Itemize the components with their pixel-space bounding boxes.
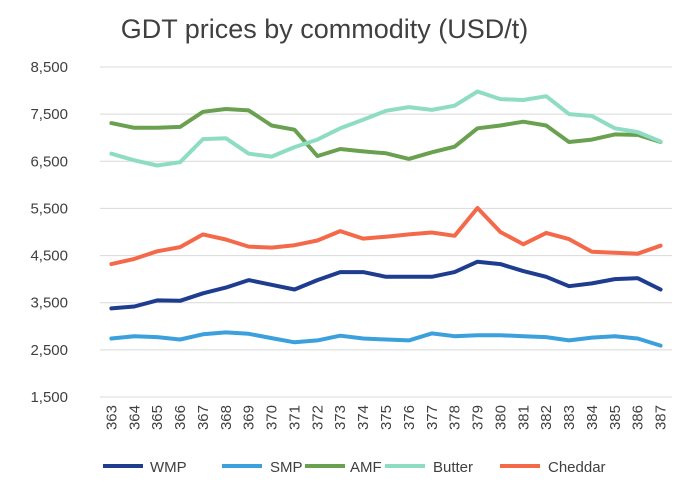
x-tick-label: 386	[630, 405, 647, 430]
x-tick-label: 372	[309, 405, 326, 430]
x-tick-label: 373	[332, 405, 349, 430]
x-tick-label: 370	[264, 405, 281, 430]
x-tick-label: 376	[401, 405, 418, 430]
series-line-amf	[109, 107, 663, 161]
x-tick-label: 377	[424, 405, 441, 430]
series-line-butter	[109, 89, 663, 168]
y-tick-label: 7,500	[30, 106, 68, 123]
x-tick-label: 367	[195, 405, 212, 430]
y-axis-ticks: 1,500 2,500 3,500 4,500 5,500 6,500 7,500 8,500	[30, 59, 68, 406]
x-tick-label: 387	[653, 405, 670, 430]
legend-label-cheddar: Cheddar	[548, 459, 606, 476]
series-lines	[109, 89, 663, 348]
y-tick-label: 2,500	[30, 342, 68, 359]
legend-label-butter: Butter	[433, 459, 473, 476]
legend-label-amf: AMF	[350, 459, 382, 476]
x-tick-label: 379	[470, 405, 487, 430]
y-tick-label: 3,500	[30, 295, 68, 312]
x-axis-ticks: 363 364 365 366 367 368 369 370 371 372 373 374 375 3…	[103, 405, 669, 430]
legend-label-smp: SMP	[270, 459, 303, 476]
x-tick-label: 380	[492, 405, 509, 430]
x-tick-label: 374	[355, 405, 372, 430]
x-tick-label: 385	[607, 405, 624, 430]
series-line-cheddar	[109, 206, 663, 267]
x-tick-label: 371	[286, 405, 303, 430]
legend-label-wmp: WMP	[150, 459, 187, 476]
y-tick-label: 6,500	[30, 153, 68, 170]
x-tick-label: 369	[241, 405, 258, 430]
x-tick-label: 383	[561, 405, 578, 430]
x-tick-label: 368	[218, 405, 235, 430]
x-tick-label: 363	[103, 405, 120, 430]
legend: WMP SMP AMF Butter Cheddar	[103, 459, 606, 476]
x-tick-label: 366	[172, 405, 189, 430]
x-tick-label: 365	[149, 405, 166, 430]
x-tick-label: 375	[378, 405, 395, 430]
x-tick-label: 384	[584, 405, 601, 430]
x-tick-label: 378	[447, 405, 464, 430]
series-line-smp	[109, 330, 663, 348]
y-tick-label: 5,500	[30, 200, 68, 217]
y-tick-label: 8,500	[30, 59, 68, 76]
series-line-wmp	[109, 259, 663, 311]
x-tick-label: 381	[515, 405, 532, 430]
chart-title: GDT prices by commodity (USD/t)	[120, 14, 529, 44]
y-tick-label: 4,500	[30, 248, 68, 265]
x-tick-label: 364	[126, 405, 143, 430]
y-tick-label: 1,500	[30, 389, 68, 406]
x-tick-label: 382	[538, 405, 555, 430]
